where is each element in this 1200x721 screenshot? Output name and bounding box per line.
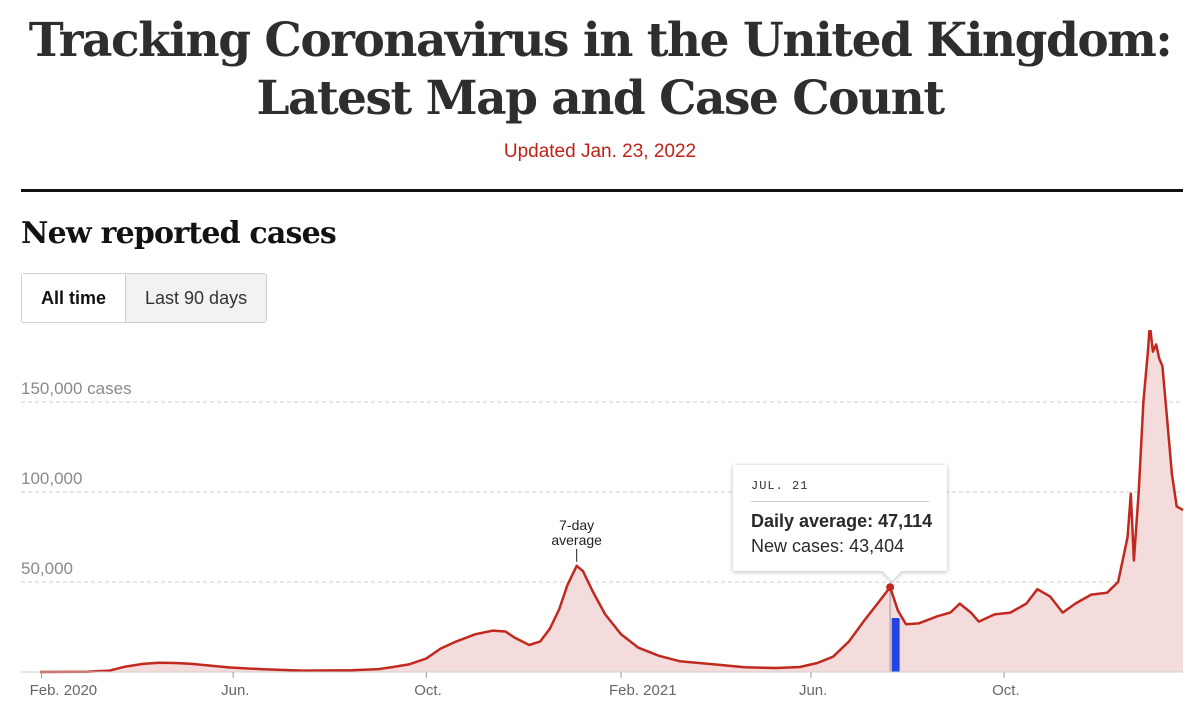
all-time-button[interactable]: All time [22, 274, 126, 322]
last-90-days-button[interactable]: Last 90 days [125, 274, 267, 322]
section-title: New reported cases [21, 216, 337, 251]
range-toggle: All time Last 90 days [21, 273, 268, 323]
x-tick-label: Jun. [799, 682, 827, 699]
annotation-label: average [551, 532, 602, 548]
x-tick-label: Oct. [414, 682, 442, 699]
tooltip-daily-average: Daily average: 47,114 [751, 511, 933, 531]
highlighted-week-bar [891, 618, 900, 672]
x-tick-label: Feb. 2020 [30, 682, 98, 699]
hover-tooltip: JUL. 21 Daily average: 47,114 New cases:… [733, 465, 947, 581]
tooltip-date: JUL. 21 [751, 479, 809, 493]
grid-lines [21, 401, 1183, 583]
y-tick-label: 50,000 [21, 559, 73, 578]
tooltip-divider [751, 501, 929, 502]
y-tick-label: 100,000 [21, 469, 82, 488]
annotation-label: 7-day [559, 517, 594, 533]
y-tick-label: 150,000 cases [21, 379, 132, 398]
header-divider [21, 189, 1183, 192]
x-axis: Feb. 2020 Jun. Oct. Feb. 2021 Jun. Oct. [30, 672, 1020, 699]
cases-area [40, 330, 1183, 672]
y-axis: 150,000 cases 100,000 50,000 [21, 379, 132, 578]
x-tick-label: Feb. 2021 [609, 682, 677, 699]
x-tick-label: Jun. [221, 682, 249, 699]
updated-timestamp: Updated Jan. 23, 2022 [503, 141, 697, 162]
hover-point [886, 583, 895, 592]
tooltip-new-cases: New cases: 43,404 [751, 536, 905, 556]
page-title: Tracking Coronavirus in the United Kingd… [28, 13, 1173, 126]
x-tick-label: Oct. [992, 682, 1020, 699]
seven-day-average-line [39, 330, 1184, 674]
